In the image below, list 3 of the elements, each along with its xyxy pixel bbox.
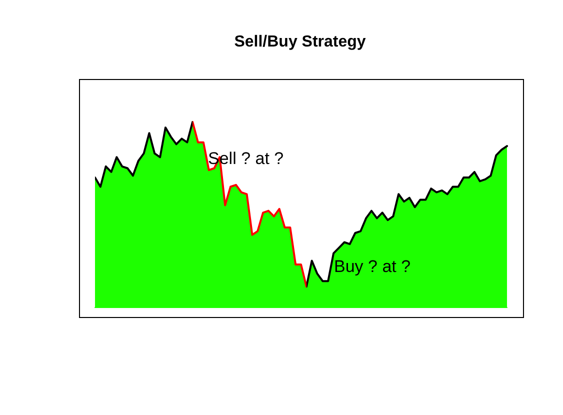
annotation: Sell ? at ? bbox=[208, 149, 284, 168]
annotation: Buy ? at ? bbox=[334, 257, 411, 276]
chart-title: Sell/Buy Strategy bbox=[234, 34, 366, 50]
